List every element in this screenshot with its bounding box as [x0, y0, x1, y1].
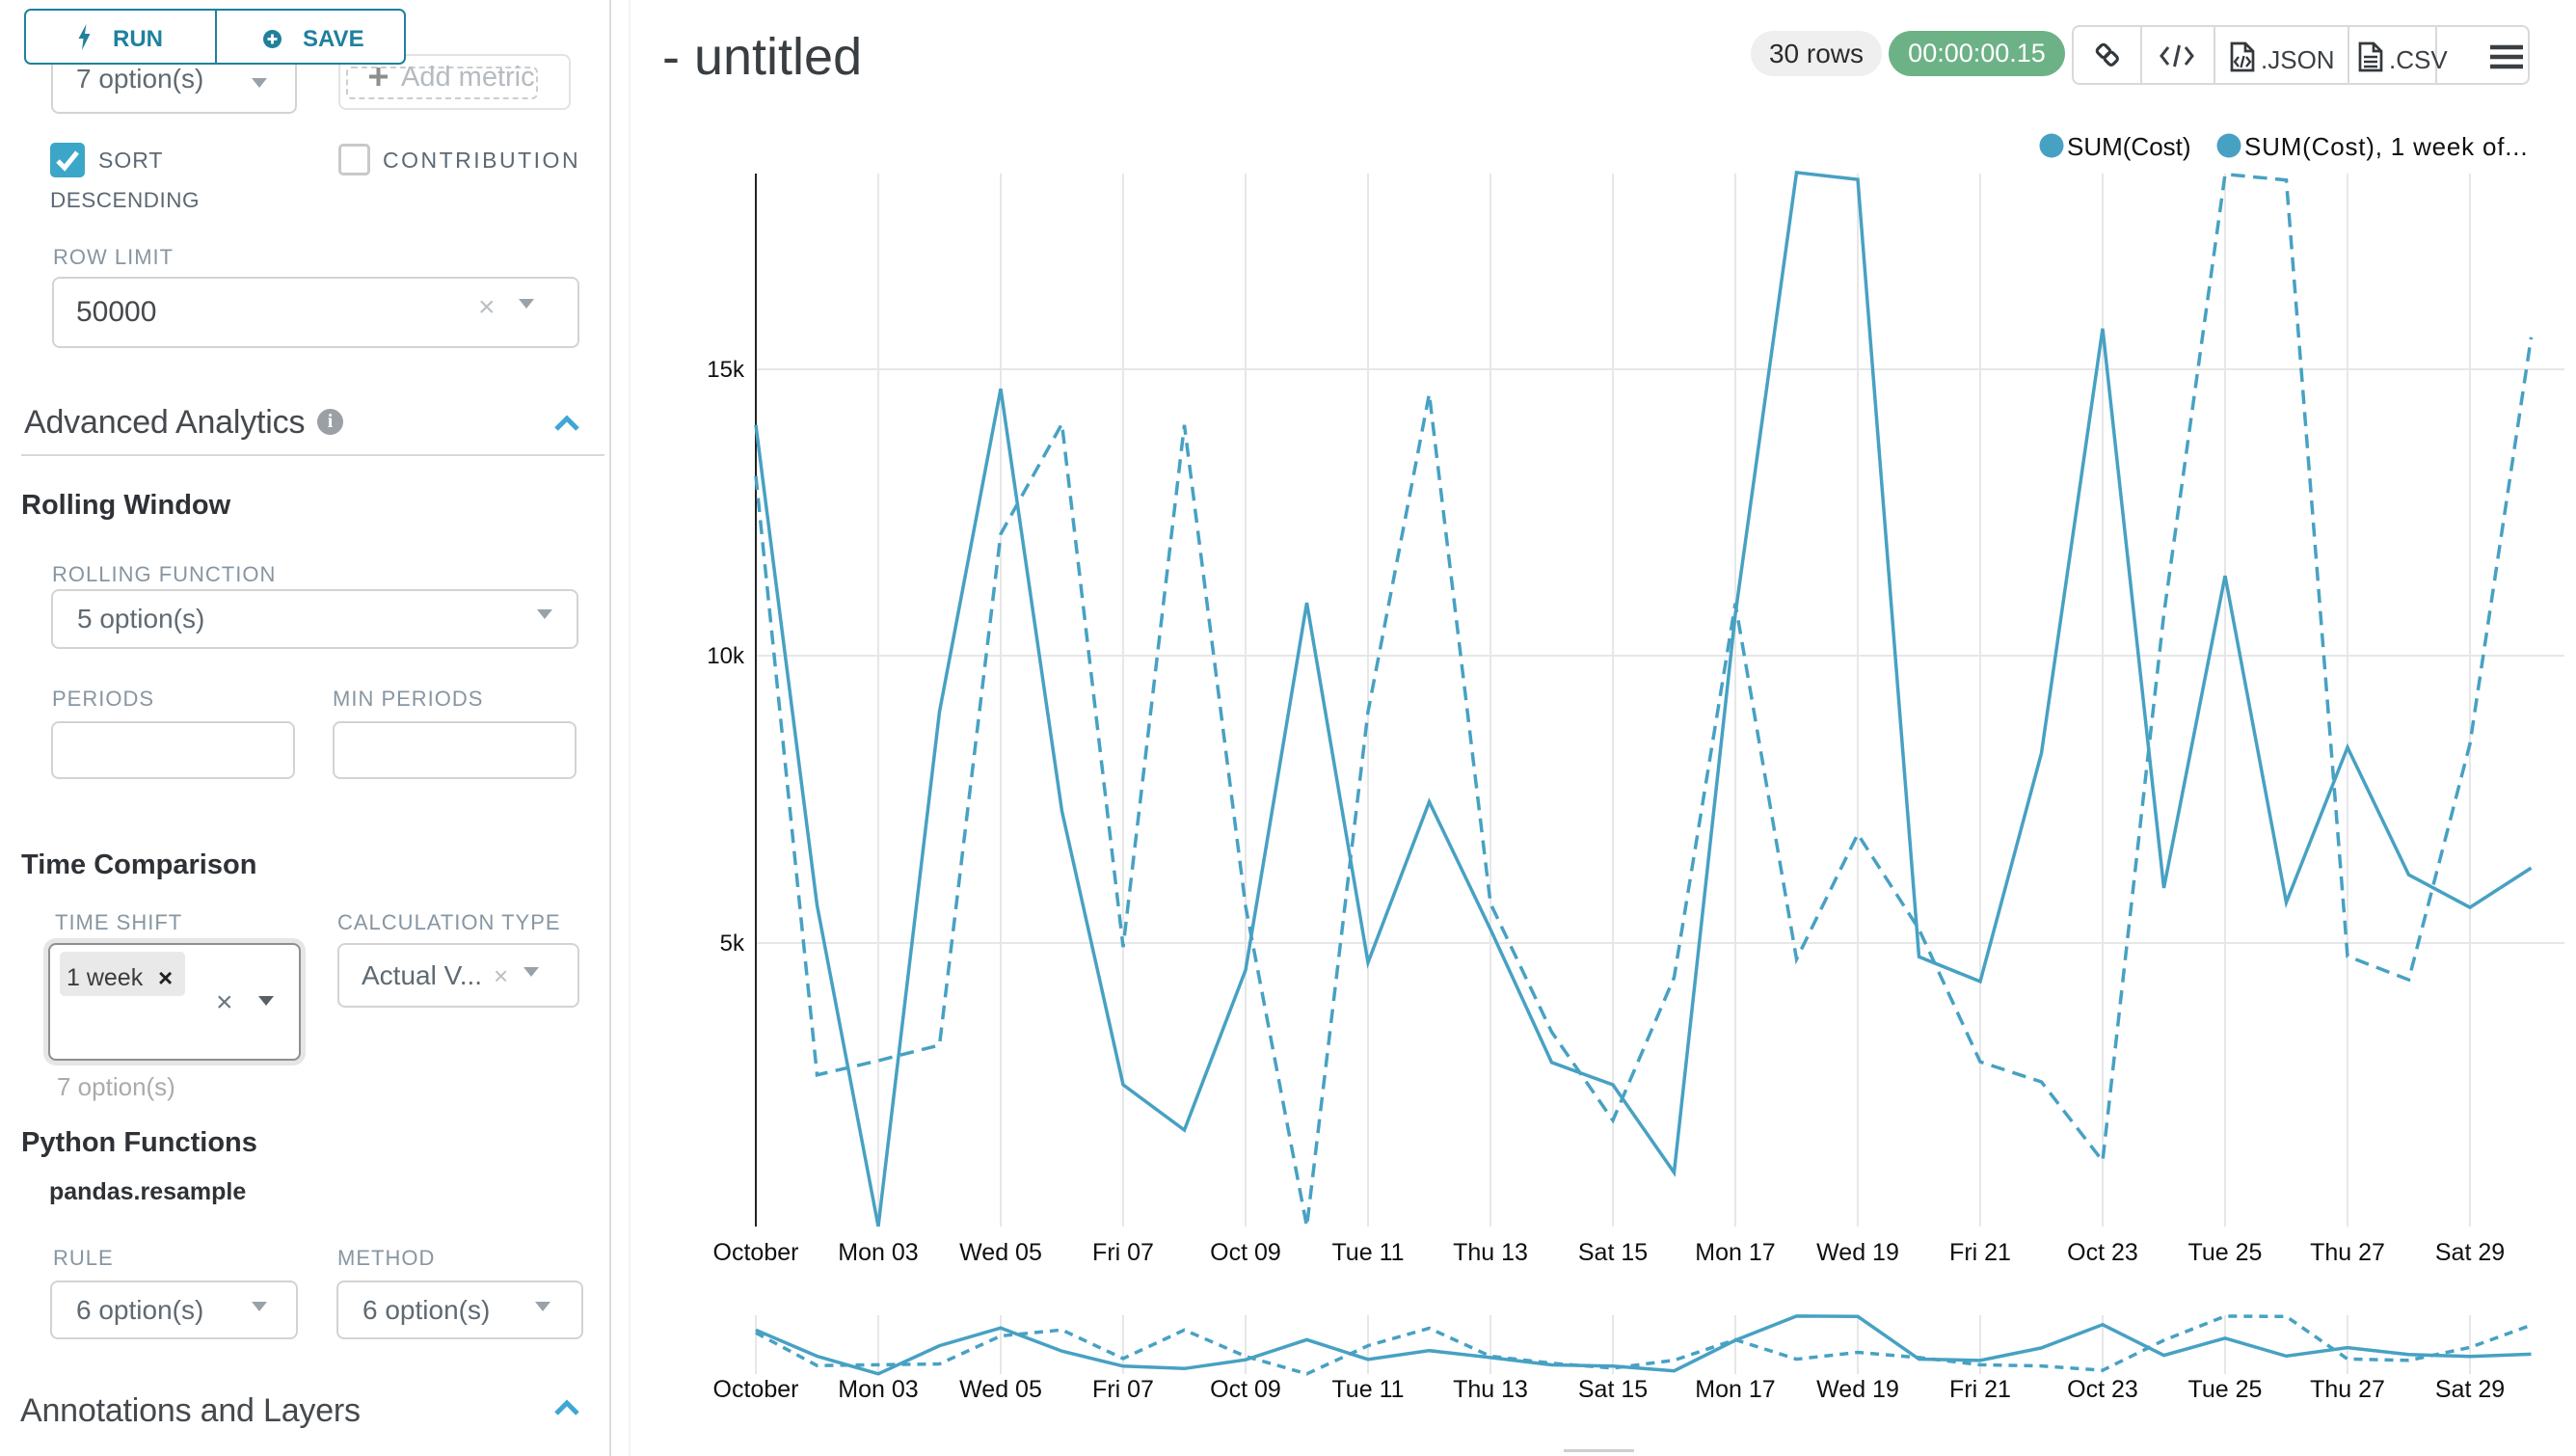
svg-text:Oct 23: Oct 23 [2067, 1376, 2138, 1403]
svg-text:5k: 5k [720, 930, 745, 957]
svg-text:Thu 27: Thu 27 [2310, 1376, 2385, 1403]
svg-text:Tue 11: Tue 11 [1331, 1239, 1404, 1266]
svg-text:SUM(Cost): SUM(Cost) [2067, 132, 2191, 161]
svg-text:Oct 09: Oct 09 [1210, 1376, 1281, 1403]
svg-text:Wed 05: Wed 05 [959, 1376, 1042, 1403]
svg-text:15k: 15k [707, 357, 745, 383]
svg-text:Oct 09: Oct 09 [1210, 1239, 1281, 1266]
svg-text:Oct 23: Oct 23 [2067, 1239, 2138, 1266]
svg-text:Thu 13: Thu 13 [1453, 1376, 1528, 1403]
svg-text:Fri 21: Fri 21 [1949, 1376, 2011, 1403]
svg-text:Mon 03: Mon 03 [838, 1376, 918, 1403]
svg-text:Tue 25: Tue 25 [2188, 1239, 2263, 1266]
svg-text:Tue 11: Tue 11 [1331, 1376, 1404, 1403]
svg-text:SUM(Cost), 1 week of...: SUM(Cost), 1 week of... [2244, 132, 2528, 161]
svg-text:Wed 05: Wed 05 [959, 1239, 1042, 1266]
svg-text:Mon 17: Mon 17 [1695, 1239, 1775, 1266]
svg-text:Sat 29: Sat 29 [2435, 1239, 2505, 1266]
svg-text:Mon 03: Mon 03 [838, 1239, 918, 1266]
svg-text:Wed 19: Wed 19 [1816, 1239, 1899, 1266]
svg-text:Sat 15: Sat 15 [1578, 1376, 1648, 1403]
svg-text:Sat 15: Sat 15 [1578, 1239, 1648, 1266]
svg-text:Mon 17: Mon 17 [1695, 1376, 1775, 1403]
svg-text:Thu 27: Thu 27 [2310, 1239, 2385, 1266]
svg-text:Fri 07: Fri 07 [1092, 1239, 1154, 1266]
svg-text:Tue 25: Tue 25 [2188, 1376, 2263, 1403]
svg-text:Fri 07: Fri 07 [1092, 1376, 1154, 1403]
svg-text:10k: 10k [707, 643, 745, 669]
svg-text:October: October [713, 1376, 799, 1403]
svg-text:Sat 29: Sat 29 [2435, 1376, 2505, 1403]
svg-text:Wed 19: Wed 19 [1816, 1376, 1899, 1403]
svg-text:Thu 13: Thu 13 [1453, 1239, 1528, 1266]
svg-text:October: October [713, 1239, 799, 1266]
svg-text:Fri 21: Fri 21 [1949, 1239, 2011, 1266]
